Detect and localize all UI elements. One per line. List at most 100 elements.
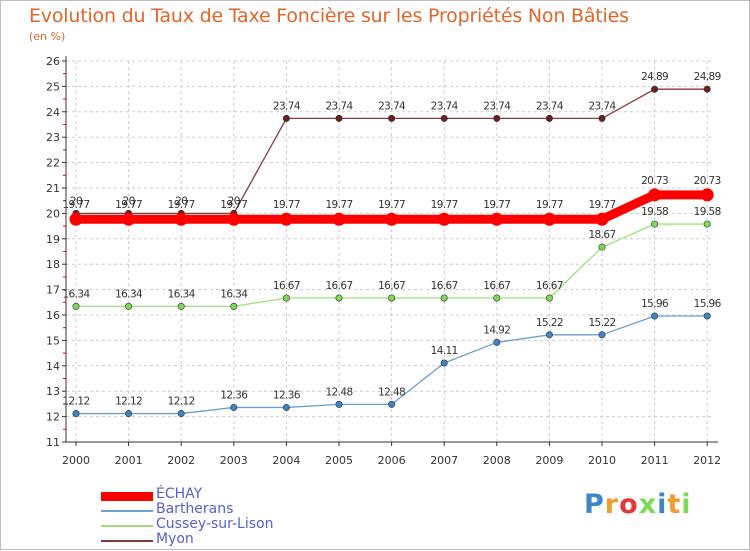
data-label--chay: 20.73	[641, 175, 668, 187]
data-point-bartherans	[703, 312, 711, 320]
x-tick-label: 2008	[483, 454, 511, 467]
legend-swatch-myon	[101, 540, 153, 542]
data-point--chay	[648, 188, 662, 202]
data-label-myon: 20	[175, 195, 187, 207]
logo-letter: x	[638, 489, 658, 520]
data-label--chay: 19.77	[62, 199, 89, 211]
data-label-cussey-sur-lison: 18.67	[588, 229, 615, 241]
x-tick-label: 2003	[220, 454, 248, 467]
x-tick-label: 2012	[693, 454, 721, 467]
data-label-myon: 23.74	[588, 100, 616, 112]
data-label-bartherans: 12.12	[168, 396, 195, 408]
data-label-myon: 23.74	[378, 100, 406, 112]
data-label-bartherans: 12.48	[378, 386, 405, 398]
data-point--chay	[122, 212, 136, 226]
data-point-cussey-sur-lison	[177, 302, 185, 310]
data-point-cussey-sur-lison	[72, 302, 80, 310]
data-label-cussey-sur-lison: 16.67	[325, 280, 352, 292]
legend-label-cussey: Cussey-sur-Lison	[156, 516, 274, 532]
chart-title: Evolution du Taux de Taxe Foncière sur l…	[29, 5, 629, 27]
legend-swatch-echay	[101, 492, 153, 501]
y-tick-label: 21	[46, 182, 60, 195]
y-tick-label: 23	[46, 131, 60, 144]
data-label-cussey-sur-lison: 16.34	[220, 288, 248, 300]
x-tick-label: 2010	[588, 454, 616, 467]
data-label-bartherans: 15.22	[536, 317, 563, 329]
data-point-myon	[493, 114, 501, 122]
data-label-myon: 24.89	[641, 71, 668, 83]
data-label--chay: 19.77	[378, 199, 405, 211]
data-label--chay: 19.77	[588, 199, 615, 211]
data-point--chay	[69, 212, 83, 226]
y-tick-label: 24	[46, 106, 60, 119]
data-point--chay	[227, 212, 241, 226]
data-point-cussey-sur-lison	[545, 294, 553, 302]
data-label--chay: 19.77	[483, 199, 510, 211]
logo-letter: i	[657, 489, 668, 520]
data-point--chay	[490, 212, 504, 226]
y-tick-label: 12	[46, 411, 60, 424]
x-tick-label: 2004	[272, 454, 300, 467]
data-point-cussey-sur-lison	[651, 220, 659, 228]
data-label-cussey-sur-lison: 19.58	[641, 206, 668, 218]
data-point--chay	[332, 212, 346, 226]
y-tick-label: 16	[46, 309, 60, 322]
data-point--chay	[542, 212, 556, 226]
data-label-myon: 23.74	[273, 100, 301, 112]
data-point-bartherans	[440, 359, 448, 367]
data-label--chay: 19.77	[536, 199, 563, 211]
data-point--chay	[174, 212, 188, 226]
data-label-bartherans: 12.12	[115, 396, 142, 408]
data-point-bartherans	[177, 410, 185, 418]
data-point-cussey-sur-lison	[388, 294, 396, 302]
data-label--chay: 19.77	[168, 199, 195, 211]
data-label-myon: 20	[70, 195, 82, 207]
data-point-cussey-sur-lison	[230, 302, 238, 310]
data-label--chay: 20.73	[694, 175, 721, 187]
data-point-cussey-sur-lison	[598, 243, 606, 251]
data-label-bartherans: 14.11	[431, 345, 458, 357]
data-point-myon	[282, 114, 290, 122]
data-point-cussey-sur-lison	[125, 302, 133, 310]
data-label-myon: 20	[123, 195, 135, 207]
legend-swatch-bartherans	[101, 510, 153, 512]
logo-letter: o	[619, 489, 639, 520]
logo-letter: t	[667, 489, 682, 520]
x-tick-label: 2006	[378, 454, 406, 467]
logo-letter: r	[604, 489, 620, 520]
data-label-myon: 23.74	[536, 100, 564, 112]
y-tick-label: 17	[46, 284, 60, 297]
legend-label-bartherans: Bartherans	[156, 501, 234, 517]
data-point-bartherans	[493, 338, 501, 346]
data-point-bartherans	[230, 403, 238, 411]
data-label-myon: 23.74	[483, 100, 511, 112]
y-tick-label: 11	[46, 436, 60, 449]
legend-label-myon: Myon	[156, 531, 194, 547]
data-label-cussey-sur-lison: 16.67	[536, 280, 563, 292]
data-point-cussey-sur-lison	[335, 294, 343, 302]
data-label-bartherans: 12.36	[220, 389, 248, 401]
data-point-bartherans	[335, 400, 343, 408]
y-tick-label: 20	[46, 207, 60, 220]
data-label-bartherans: 14.92	[483, 324, 510, 336]
data-label-bartherans: 12.12	[62, 396, 89, 408]
data-label--chay: 19.77	[273, 199, 300, 211]
data-point-bartherans	[72, 410, 80, 418]
data-label-myon: 23.74	[431, 100, 459, 112]
y-tick-label: 25	[46, 80, 60, 93]
x-tick-label: 2011	[641, 454, 669, 467]
data-point-bartherans	[125, 410, 133, 418]
data-label-cussey-sur-lison: 16.67	[431, 280, 458, 292]
data-label-bartherans: 15.96	[694, 298, 722, 310]
data-label-bartherans: 15.96	[641, 298, 669, 310]
x-tick-label: 2000	[62, 454, 90, 467]
data-label--chay: 19.77	[325, 199, 352, 211]
data-point--chay	[700, 188, 714, 202]
unit-label: (en %)	[29, 30, 66, 43]
data-label-cussey-sur-lison: 16.34	[62, 288, 90, 300]
legend-swatch-cussey	[101, 525, 153, 527]
data-label-bartherans: 12.36	[273, 389, 301, 401]
data-point-myon	[545, 114, 553, 122]
data-point-bartherans	[388, 400, 396, 408]
